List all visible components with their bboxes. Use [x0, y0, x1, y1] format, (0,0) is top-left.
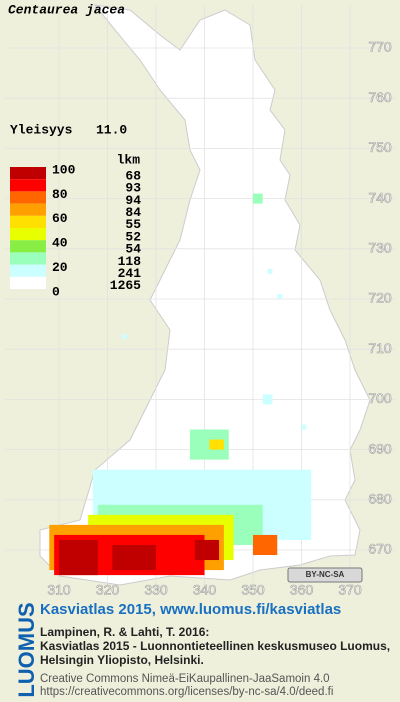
legend-swatch — [10, 240, 46, 253]
occurrence-patch — [253, 534, 278, 556]
legend-count: 241 — [118, 266, 142, 281]
x-tick-label: 330 — [144, 582, 168, 598]
legend-header: lkm — [117, 152, 141, 167]
legend-count: 55 — [125, 217, 141, 232]
occurrence-patch — [194, 539, 220, 561]
legend-count: 68 — [125, 168, 141, 183]
y-tick-label: 770 — [368, 39, 392, 55]
cc-badge-text: BY-NC-SA — [306, 570, 345, 579]
legend-count: 54 — [125, 242, 141, 257]
legend-scale-label: 20 — [52, 260, 68, 275]
occurrence-patch — [277, 293, 283, 299]
legend-swatch — [10, 179, 46, 192]
legend-scale-label: 40 — [52, 236, 68, 251]
occurrence-patch — [262, 394, 273, 405]
y-tick-label: 750 — [368, 139, 392, 155]
x-tick-label: 310 — [47, 582, 71, 598]
y-tick-label: 760 — [368, 89, 392, 105]
legend-swatch — [10, 215, 46, 228]
legend-swatch — [10, 264, 46, 277]
legend-count: 1265 — [110, 278, 141, 293]
y-tick-label: 740 — [368, 189, 392, 205]
occurrence-patch — [267, 268, 273, 274]
y-tick-label: 690 — [368, 440, 392, 456]
legend-count: 93 — [125, 181, 141, 196]
frequency-value: 11.0 — [96, 122, 127, 137]
occurrence-patch — [253, 193, 263, 204]
occurrence-patch — [122, 334, 127, 340]
occurrence-patch — [59, 539, 98, 576]
y-tick-label: 710 — [368, 340, 392, 356]
citation-line: Helsingin Yliopisto, Helsinki. — [40, 653, 204, 667]
legend-swatch — [10, 276, 46, 289]
x-tick-label: 370 — [338, 582, 362, 598]
legend-count: 84 — [125, 205, 141, 220]
y-tick-label: 670 — [368, 541, 392, 557]
legend-scale-label: 100 — [52, 162, 76, 177]
occurrence-patch — [209, 439, 224, 450]
x-tick-label: 320 — [96, 582, 120, 598]
legend-count: 118 — [118, 254, 142, 269]
title: Centaurea jacea — [8, 2, 125, 17]
legend-count: 52 — [125, 229, 141, 244]
y-tick-label: 720 — [368, 290, 392, 306]
legend-swatch — [10, 191, 46, 204]
map-outline — [39, 4, 371, 586]
cc-badge — [287, 567, 363, 583]
license-line: Creative Commons Nimeä-EiKaupallinen-Jaa… — [40, 673, 330, 685]
legend-scale-label: 80 — [52, 187, 68, 202]
legend-swatch — [10, 252, 46, 265]
x-tick-label: 340 — [193, 582, 217, 598]
legend-swatch — [10, 228, 46, 241]
citation-line: Lampinen, R. & Lahti, T. 2016: — [40, 625, 209, 639]
legend-count: 94 — [125, 193, 141, 208]
legend-swatch — [10, 203, 46, 216]
legend-swatch — [10, 167, 46, 180]
y-tick-label: 730 — [368, 240, 392, 256]
x-tick-label: 360 — [290, 582, 314, 598]
legend-scale-label: 60 — [52, 211, 68, 226]
occurrence-patch — [112, 544, 156, 571]
brand: LUOMUS — [14, 602, 39, 697]
license-line: https://creativecommons.org/licenses/by-… — [40, 686, 333, 698]
citation-line: Kasviatlas 2015 - Luonnontieteellinen ke… — [40, 639, 390, 653]
y-tick-label: 680 — [368, 491, 392, 507]
legend-scale-label: 0 — [52, 284, 60, 299]
frequency-label: Yleisyys — [10, 122, 73, 137]
y-tick-label: 700 — [368, 390, 392, 406]
occurrence-patch — [301, 424, 307, 430]
x-tick-label: 350 — [241, 582, 265, 598]
headline: Kasviatlas 2015, www.luomus.fi/kasviatla… — [40, 601, 341, 618]
